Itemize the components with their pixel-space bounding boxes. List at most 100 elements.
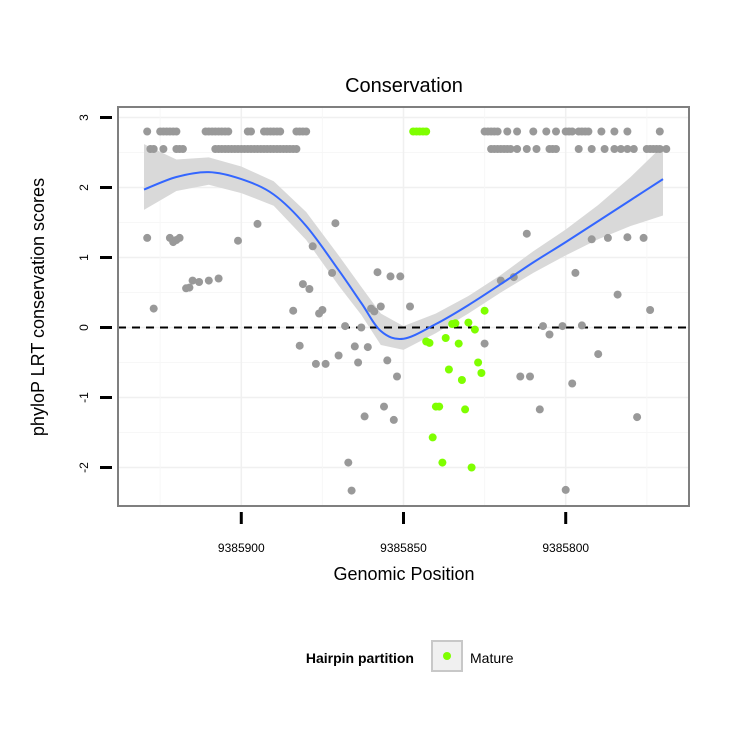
point-other [224, 127, 233, 136]
point-other [503, 127, 512, 136]
point-mature [422, 127, 431, 136]
point-other [629, 145, 638, 153]
y-axis-title: phyloP LRT conservation scores [28, 178, 48, 436]
point-other [480, 339, 489, 348]
point-other [552, 145, 560, 153]
point-other [539, 322, 547, 331]
point-other [584, 127, 593, 136]
y-tick-label: -2 [77, 462, 91, 473]
point-other [406, 302, 414, 311]
point-other [386, 272, 395, 281]
point-other [389, 415, 398, 424]
x-tick-label: 9385800 [542, 541, 589, 555]
point-mature [480, 306, 489, 315]
point-other [178, 145, 187, 153]
legend: Hairpin partition Mature [306, 640, 514, 672]
point-other [662, 145, 671, 153]
x-axis-title: Genomic Position [333, 564, 474, 584]
point-other [633, 413, 642, 422]
point-other [552, 127, 560, 136]
point-other [513, 145, 522, 153]
point-other [321, 359, 330, 368]
point-other [318, 306, 327, 314]
point-mature [425, 338, 434, 347]
point-other [188, 276, 197, 285]
point-other [561, 485, 570, 494]
point-other [341, 322, 350, 331]
point-other [214, 274, 223, 283]
point-other [532, 145, 541, 153]
point-other [360, 412, 369, 421]
point-other [159, 145, 168, 153]
point-other [522, 229, 531, 238]
point-other [302, 127, 311, 136]
point-other [331, 219, 340, 228]
point-other [172, 127, 181, 136]
point-other [175, 233, 184, 242]
point-other [298, 280, 307, 289]
point-other [363, 343, 372, 352]
point-other [253, 219, 262, 228]
point-other [373, 268, 382, 277]
point-mature [457, 376, 466, 384]
point-other [276, 127, 285, 136]
point-mature [467, 463, 476, 472]
point-other [396, 272, 405, 281]
point-other [311, 359, 320, 368]
point-other [522, 145, 531, 153]
point-other [149, 304, 158, 313]
point-other [516, 372, 525, 381]
point-other [574, 145, 583, 153]
point-other [292, 145, 301, 153]
point-other [376, 302, 385, 311]
legend-mature-marker [443, 652, 451, 660]
point-other [594, 350, 603, 359]
y-axis: -2 -1 0 1 2 3 [77, 114, 112, 473]
legend-label-mature: Mature [470, 650, 514, 666]
point-mature [461, 405, 470, 414]
point-mature [470, 325, 479, 334]
series-other [143, 127, 671, 495]
point-other [204, 276, 213, 285]
x-tick-label: 9385850 [380, 541, 427, 555]
point-other [295, 341, 304, 350]
point-other [623, 127, 632, 136]
point-other [526, 372, 534, 381]
point-mature [438, 458, 447, 467]
point-other [357, 323, 366, 332]
point-other [344, 458, 353, 467]
data-points [143, 127, 671, 495]
point-other [143, 127, 152, 136]
point-other [195, 278, 204, 286]
point-other [571, 268, 580, 277]
smooth-curve [143, 171, 664, 340]
point-other [506, 145, 515, 153]
point-other [600, 145, 609, 153]
point-mature [444, 365, 453, 374]
point-other [610, 145, 619, 153]
point-other [646, 306, 655, 314]
point-other [350, 342, 359, 351]
loess-line [143, 171, 664, 340]
point-mature [435, 402, 444, 411]
point-mature [464, 318, 473, 327]
point-other [639, 233, 648, 242]
point-other [380, 402, 388, 411]
point-other [587, 235, 596, 244]
point-mature [441, 334, 450, 342]
plot-panel-border [117, 106, 690, 507]
point-other [610, 127, 619, 136]
x-tick-label: 9385900 [218, 541, 265, 555]
y-tick-label: -1 [77, 392, 91, 403]
point-other [370, 307, 379, 316]
point-other [393, 372, 401, 381]
point-other [334, 351, 343, 360]
point-other [289, 306, 298, 315]
point-other [587, 145, 596, 153]
y-tick-label: 2 [77, 184, 91, 191]
point-other [597, 127, 606, 136]
point-other [328, 268, 337, 277]
point-other [234, 236, 242, 245]
point-other [616, 145, 625, 153]
